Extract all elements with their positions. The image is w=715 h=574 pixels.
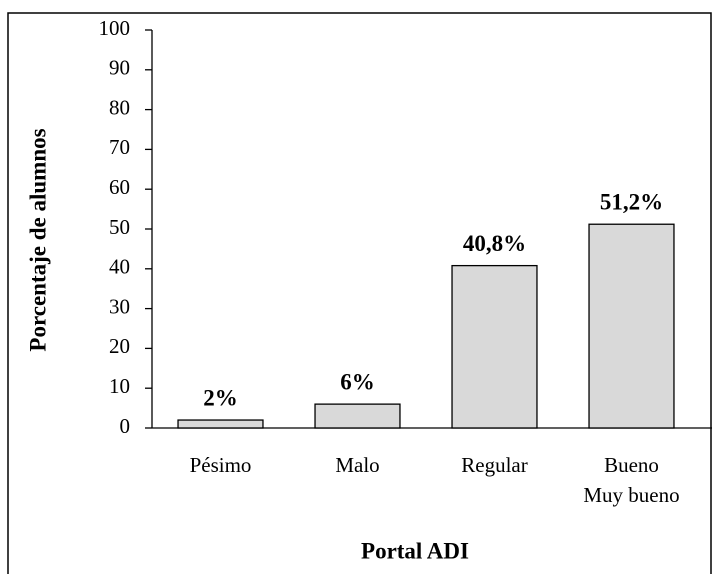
value-label: 51,2% (600, 190, 663, 215)
y-axis-label: Porcentaje de alumnos (25, 128, 50, 351)
bar (314, 403, 401, 429)
x-tick-label: Bueno (604, 453, 659, 477)
x-tick-label: Pésimo (190, 453, 252, 477)
value-label: 6% (340, 369, 375, 394)
y-tick-label: 50 (109, 215, 130, 239)
y-tick-label: 10 (109, 374, 130, 398)
x-tick-label: Muy bueno (583, 483, 679, 507)
bar (177, 419, 264, 429)
frame (7, 12, 712, 574)
y-tick-label: 30 (109, 294, 130, 318)
y-tick-label: 80 (109, 95, 130, 119)
y-tick-label: 90 (109, 56, 130, 80)
value-label: 2% (203, 385, 238, 410)
value-label: 40,8% (463, 231, 526, 256)
bar (588, 223, 675, 429)
x-tick-label: Malo (335, 453, 379, 477)
y-tick-label: 40 (109, 255, 130, 279)
y-tick-label: 60 (109, 175, 130, 199)
bar (451, 264, 538, 429)
y-tick-label: 70 (109, 135, 130, 159)
y-tick-label: 20 (109, 334, 130, 358)
x-axis-label: Portal ADI (361, 538, 469, 563)
x-tick-label: Regular (461, 453, 527, 477)
y-tick-label: 100 (99, 16, 131, 40)
y-tick-label: 0 (120, 414, 131, 438)
